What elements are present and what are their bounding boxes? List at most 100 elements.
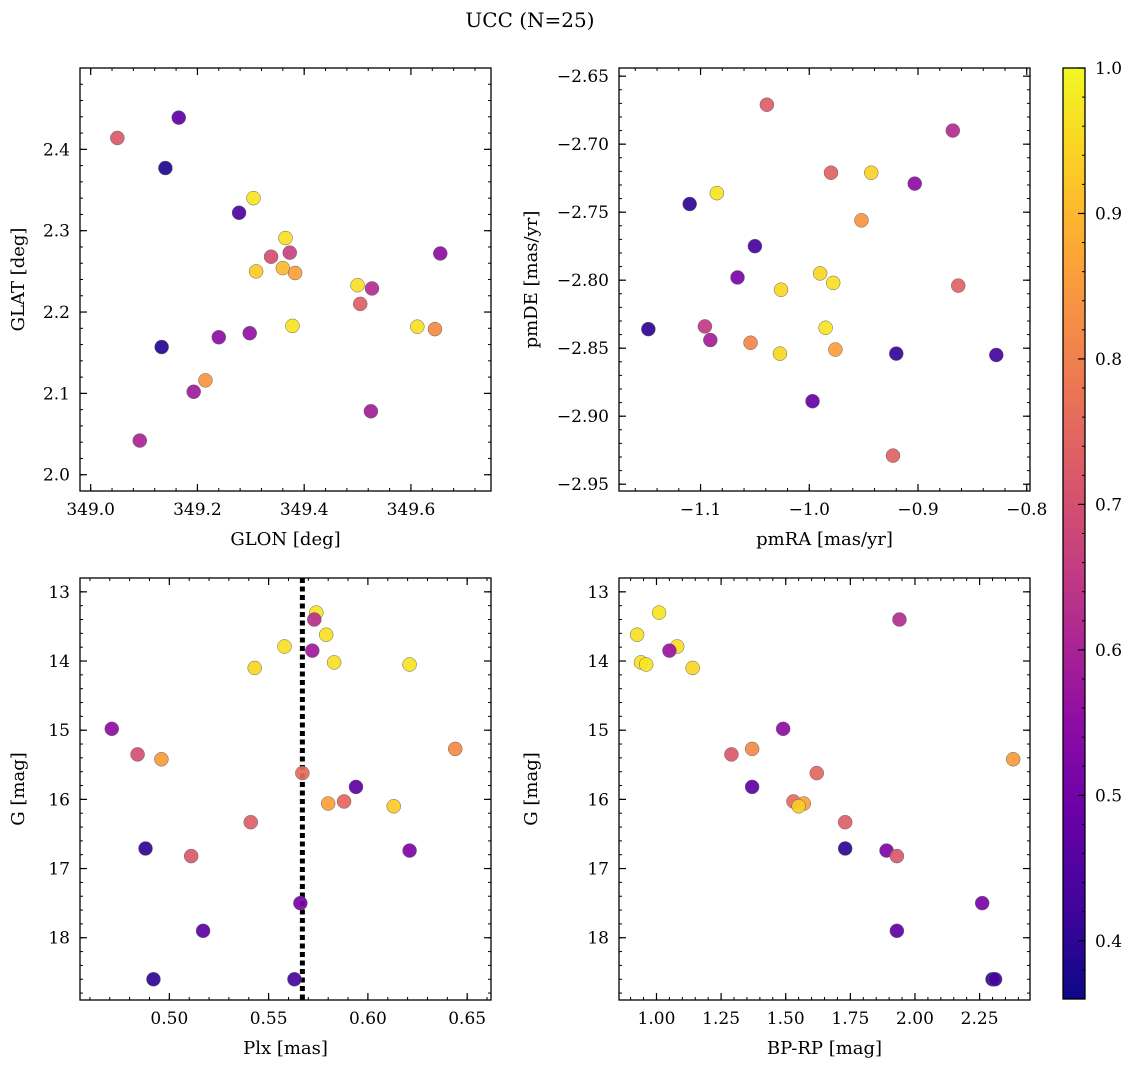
axes-frame xyxy=(618,67,1031,492)
scatter-point xyxy=(433,246,448,261)
panel-glon-glat: 349.0 349.2 349.4 349.6 2.0 2.1 2.2 2.3 2.4 GLON … xyxy=(8,67,492,550)
y-tick-label: 14 xyxy=(48,652,70,672)
scatter-point xyxy=(974,895,990,911)
scatter-point xyxy=(703,332,718,348)
scatter-point xyxy=(211,330,227,345)
colorbar-tick-label: 1.0 xyxy=(1095,59,1122,79)
colorbar-tick-label: 0.4 xyxy=(1095,932,1122,952)
scatter-point xyxy=(805,393,820,409)
scatter-point xyxy=(293,895,308,911)
y-tick-label: 15 xyxy=(587,721,609,741)
scatter-point xyxy=(1005,752,1021,767)
scatter-point xyxy=(775,721,791,737)
x-tick-label: 349.4 xyxy=(280,500,329,520)
scatter-point xyxy=(158,160,173,176)
scatter-point xyxy=(363,404,379,419)
scatter-point xyxy=(195,923,211,939)
colorbar: 0.4 0.5 0.6 0.7 0.8 0.9 1.0 xyxy=(1062,59,1122,1000)
x-tick-label: −1.1 xyxy=(680,500,721,520)
scatter-point xyxy=(186,384,201,400)
y-axis-label: GLAT [deg] xyxy=(8,228,29,332)
scatter-point xyxy=(825,275,841,291)
y-axis-label: G [mag] xyxy=(8,752,29,825)
scatter-point xyxy=(818,320,833,336)
scatter-point xyxy=(336,794,352,809)
scatter-point xyxy=(402,657,417,672)
scatter-point xyxy=(662,643,677,658)
x-tick-label: −0.8 xyxy=(1006,500,1047,520)
scatter-point xyxy=(889,346,904,361)
scatter-point xyxy=(104,721,120,737)
x-tick-label: −1.0 xyxy=(789,500,830,520)
scatter-point xyxy=(320,796,336,811)
y-tick-label: 2.2 xyxy=(43,303,70,323)
x-axis-label: GLON [deg] xyxy=(230,529,340,550)
scatter-point xyxy=(154,752,169,767)
scatter-point xyxy=(146,971,161,987)
scatter-point xyxy=(307,612,322,627)
scatter-point xyxy=(889,848,905,864)
x-tick-label: 0.65 xyxy=(448,1009,486,1029)
scatter-point xyxy=(747,238,763,254)
scatter-point xyxy=(242,325,257,341)
y-axis-label: pmDE [mas/yr] xyxy=(521,211,542,349)
scatter-point xyxy=(364,281,380,296)
x-axis-label: pmRA [mas/yr] xyxy=(756,529,893,550)
scatter-point xyxy=(907,176,922,191)
y-tick-label: 15 xyxy=(48,721,70,741)
scatter-point xyxy=(247,660,262,676)
scatter-point xyxy=(386,799,401,814)
scatter-point xyxy=(854,213,869,228)
axes-frame xyxy=(79,577,492,1001)
scatter-point xyxy=(132,433,148,448)
x-tick-label: 349.0 xyxy=(66,500,115,520)
scatter-point xyxy=(110,130,125,146)
x-tick-label: 1.75 xyxy=(831,1009,869,1029)
scatter-point xyxy=(410,319,425,334)
y-tick-label: −2.70 xyxy=(557,135,609,155)
scatter-point xyxy=(130,747,145,762)
y-tick-label: −2.85 xyxy=(557,339,609,359)
scatter-point xyxy=(275,260,291,276)
scatter-point xyxy=(246,190,261,206)
scatter-point xyxy=(889,923,905,939)
panel-bprp-g: 1.00 1.25 1.50 1.75 2.00 2.25 13 14 15 16 17 18 BP-R… xyxy=(521,577,1031,1059)
scatter-point xyxy=(171,110,186,125)
scatter-point xyxy=(759,97,775,112)
scatter-point xyxy=(989,347,1004,363)
scatter-point xyxy=(154,339,169,355)
scatter-point xyxy=(885,448,901,463)
panels-layer: 349.0 349.2 349.4 349.6 2.0 2.1 2.2 2.3 2.4 GLON … xyxy=(8,67,1047,1059)
scatter-point xyxy=(724,747,739,762)
scatter-point xyxy=(402,843,417,858)
colorbar-tick-label: 0.8 xyxy=(1095,350,1122,370)
scatter-point xyxy=(231,205,247,221)
colorbar-tick-label: 0.6 xyxy=(1095,641,1122,661)
scatter-point xyxy=(743,335,758,350)
scatter-point xyxy=(277,639,292,654)
y-tick-label: 17 xyxy=(48,860,70,880)
y-tick-label: −2.90 xyxy=(557,407,609,427)
scatter-point xyxy=(773,282,789,297)
colorbar-tick-label: 0.9 xyxy=(1095,204,1122,224)
x-tick-label: 0.50 xyxy=(150,1009,188,1029)
x-axis-label: BP-RP [mag] xyxy=(767,1038,882,1059)
x-tick-label: 2.00 xyxy=(896,1009,934,1029)
scatter-point xyxy=(651,605,667,620)
scatter-point xyxy=(318,627,334,642)
figure-title: UCC (N=25) xyxy=(465,8,594,32)
scatter-point xyxy=(305,643,320,658)
x-tick-label: 349.2 xyxy=(173,500,222,520)
scatter-point xyxy=(744,741,760,757)
x-tick-label: 0.60 xyxy=(349,1009,387,1029)
scatter-point xyxy=(295,765,310,781)
scatter-point xyxy=(629,627,645,642)
scatter-point xyxy=(350,277,365,293)
scatter-point xyxy=(730,270,745,285)
y-tick-label: −2.65 xyxy=(557,67,609,87)
scatter-point xyxy=(837,841,853,856)
scatter-point xyxy=(828,342,843,357)
y-tick-label: 16 xyxy=(48,790,70,810)
scatter-point xyxy=(682,196,697,212)
